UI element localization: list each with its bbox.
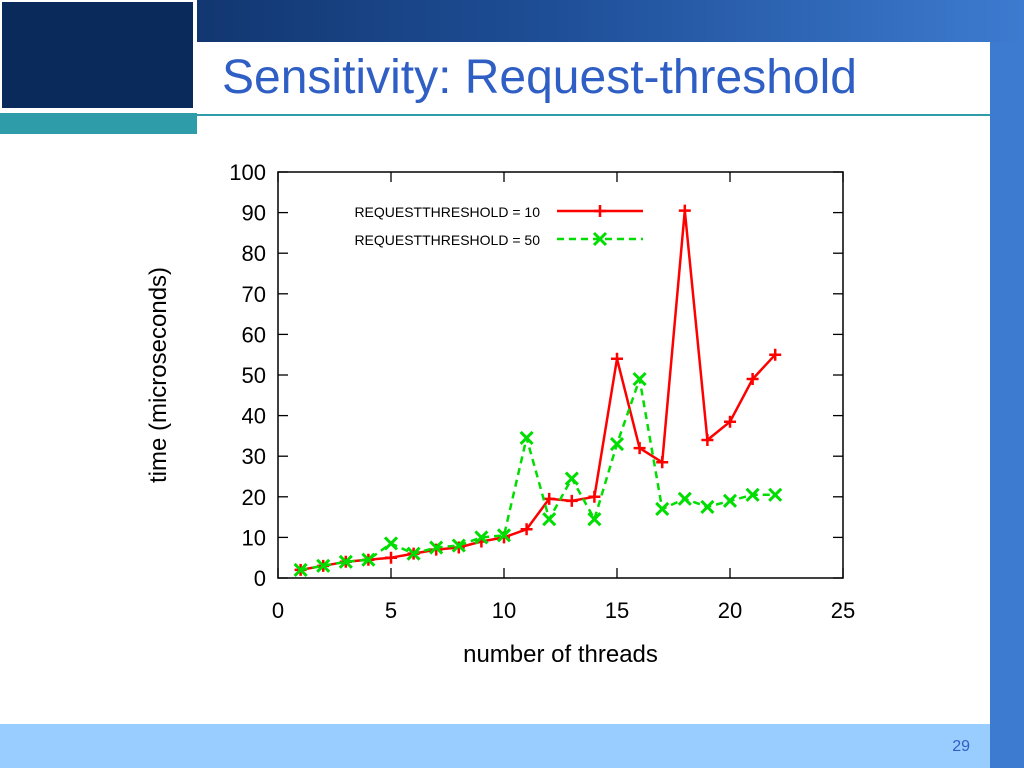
data-point-series-2	[542, 512, 557, 527]
title-underline	[197, 114, 1024, 116]
legend-marker	[592, 231, 608, 247]
data-point-series-1	[520, 523, 533, 536]
data-point-series-2	[316, 558, 331, 573]
x-tick-label: 5	[385, 598, 397, 623]
data-point-series-1	[724, 415, 736, 428]
data-point-series-2	[632, 371, 647, 387]
x-axis-label: number of threads	[463, 641, 658, 668]
accent-band	[0, 113, 197, 134]
data-point-series-1	[746, 373, 759, 386]
legend-label: REQUESTTHRESHOLD = 10	[354, 204, 540, 220]
y-tick-label: 80	[242, 241, 266, 266]
right-side-bar	[990, 42, 1024, 768]
data-point-series-2	[768, 487, 783, 502]
legend-marker	[594, 205, 606, 217]
data-point-series-2	[677, 491, 692, 506]
data-point-series-2	[474, 530, 489, 545]
data-point-series-2	[406, 546, 421, 561]
data-point-series-1	[656, 456, 669, 469]
y-tick-label: 50	[242, 363, 266, 388]
data-point-series-1	[701, 433, 714, 446]
data-point-series-2	[587, 512, 602, 527]
data-point-series-2	[361, 552, 376, 567]
data-point-series-2	[496, 528, 512, 543]
y-axis-label: time (microseconds)	[145, 267, 172, 483]
x-tick-label: 0	[272, 598, 284, 623]
data-point-series-2	[609, 436, 625, 452]
y-tick-label: 30	[242, 444, 266, 469]
y-tick-label: 90	[242, 201, 266, 226]
data-point-series-2	[429, 540, 444, 555]
data-point-series-2	[383, 536, 399, 551]
y-tick-label: 70	[242, 282, 266, 307]
data-point-series-1	[565, 494, 578, 507]
y-tick-label: 100	[229, 160, 266, 185]
y-tick-label: 10	[242, 525, 266, 550]
data-point-series-1	[633, 442, 646, 455]
y-tick-label: 40	[242, 404, 266, 429]
data-point-series-2	[451, 538, 466, 553]
data-point-series-1	[611, 352, 623, 365]
footer-bar	[0, 724, 990, 768]
data-point-series-1	[588, 490, 601, 503]
series-line-1	[300, 209, 777, 572]
x-tick-label: 20	[718, 598, 742, 623]
data-point-series-1	[678, 204, 691, 217]
legend-label: REQUESTTHRESHOLD = 50	[354, 232, 540, 248]
series-line-2	[300, 377, 776, 572]
data-point-series-2	[338, 554, 353, 569]
corner-block	[0, 0, 197, 113]
data-point-series-2	[293, 562, 308, 577]
y-tick-label: 0	[254, 566, 266, 591]
x-tick-label: 25	[831, 598, 855, 623]
x-tick-label: 15	[605, 598, 629, 623]
data-point-series-1	[385, 551, 397, 564]
data-point-series-2	[564, 471, 579, 486]
data-point-series-2	[745, 487, 760, 502]
data-point-series-2	[519, 430, 534, 445]
page-number: 29	[952, 738, 970, 755]
data-point-series-1	[769, 348, 782, 361]
data-point-series-2	[700, 499, 715, 515]
data-point-series-2	[655, 501, 670, 517]
x-tick-label: 10	[492, 598, 516, 623]
y-tick-label: 60	[242, 322, 266, 347]
data-point-series-2	[722, 493, 738, 508]
slide-title: Sensitivity: Request-threshold	[222, 51, 857, 104]
y-tick-label: 20	[242, 485, 266, 510]
data-point-series-1	[543, 492, 556, 505]
corner-block-fill	[2, 2, 193, 108]
